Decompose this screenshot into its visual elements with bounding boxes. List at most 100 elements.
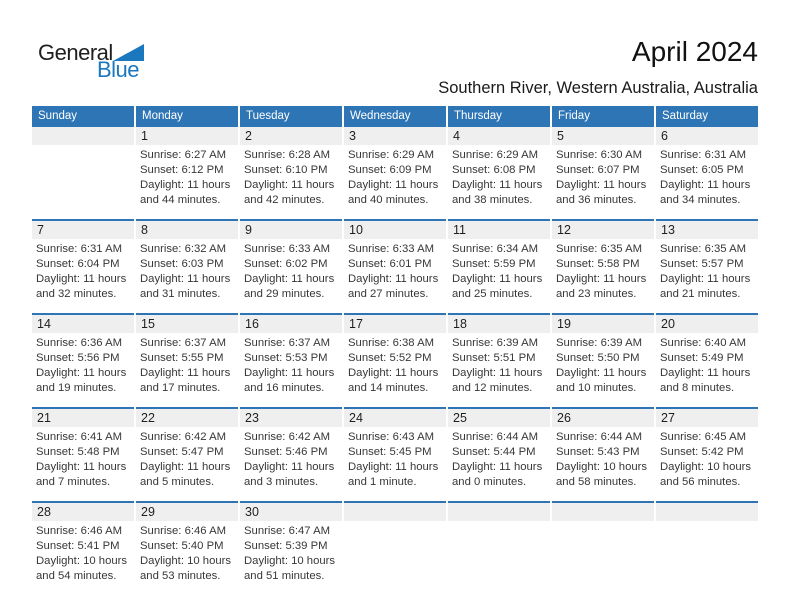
- day-detail-line: Sunrise: 6:31 AM: [660, 149, 747, 161]
- day-detail-line: and 23 minutes.: [556, 288, 637, 300]
- weekday-header-row: Sunday Monday Tuesday Wednesday Thursday…: [32, 106, 758, 125]
- day-detail-line: Sunset: 6:03 PM: [140, 258, 224, 270]
- day-cell: 21 Sunrise: 6:41 AM Sunset: 5:48 PM Dayligh…: [32, 407, 134, 501]
- day-number: 1: [136, 127, 238, 145]
- day-cell: 18 Sunrise: 6:39 AM Sunset: 5:51 PM Dayligh…: [448, 313, 550, 407]
- day-number: 15: [136, 315, 238, 333]
- day-detail-line: Sunset: 5:50 PM: [556, 352, 640, 364]
- day-detail-line: Sunrise: 6:38 AM: [348, 337, 435, 349]
- day-details: [344, 521, 446, 524]
- day-detail-line: Daylight: 11 hours: [244, 367, 335, 379]
- day-cell: 14 Sunrise: 6:36 AM Sunset: 5:56 PM Dayligh…: [32, 313, 134, 407]
- day-number: [656, 503, 758, 521]
- day-number: 9: [240, 221, 342, 239]
- day-detail-line: Sunrise: 6:37 AM: [244, 337, 331, 349]
- day-detail-line: and 53 minutes.: [140, 570, 221, 582]
- day-details: Sunrise: 6:32 AM Sunset: 6:03 PM Daylight:…: [136, 239, 238, 302]
- day-detail-line: and 27 minutes.: [348, 288, 429, 300]
- day-detail-line: and 12 minutes.: [452, 382, 533, 394]
- day-cell: 29 Sunrise: 6:46 AM Sunset: 5:40 PM Dayligh…: [136, 501, 238, 595]
- day-detail-line: Sunset: 6:08 PM: [452, 164, 536, 176]
- day-detail-line: Sunrise: 6:44 AM: [452, 431, 539, 443]
- week-row: 28 Sunrise: 6:46 AM Sunset: 5:41 PM Dayligh…: [32, 501, 758, 595]
- day-detail-line: Sunrise: 6:40 AM: [660, 337, 747, 349]
- day-detail-line: and 31 minutes.: [140, 288, 221, 300]
- day-detail-line: and 5 minutes.: [140, 476, 215, 488]
- day-number: 11: [448, 221, 550, 239]
- day-detail-line: Sunrise: 6:32 AM: [140, 243, 227, 255]
- day-detail-line: Sunset: 6:02 PM: [244, 258, 328, 270]
- day-cell: 1 Sunrise: 6:27 AM Sunset: 6:12 PM Daylight…: [136, 125, 238, 219]
- day-details: Sunrise: 6:37 AM Sunset: 5:55 PM Daylight:…: [136, 333, 238, 396]
- day-detail-line: Daylight: 11 hours: [348, 367, 439, 379]
- day-detail-line: Daylight: 11 hours: [140, 273, 231, 285]
- day-detail-line: Sunset: 5:45 PM: [348, 446, 432, 458]
- day-number: 24: [344, 409, 446, 427]
- day-detail-line: Sunset: 5:46 PM: [244, 446, 328, 458]
- day-detail-line: Sunrise: 6:29 AM: [348, 149, 435, 161]
- day-detail-line: Daylight: 11 hours: [452, 367, 543, 379]
- day-number: 16: [240, 315, 342, 333]
- day-number: 21: [32, 409, 134, 427]
- day-detail-line: and 56 minutes.: [660, 476, 741, 488]
- day-detail-line: Daylight: 11 hours: [348, 273, 439, 285]
- day-number: 4: [448, 127, 550, 145]
- empty-day-cell: [32, 125, 134, 219]
- day-number: 22: [136, 409, 238, 427]
- day-cell: 10 Sunrise: 6:33 AM Sunset: 6:01 PM Dayligh…: [344, 219, 446, 313]
- day-detail-line: and 42 minutes.: [244, 194, 325, 206]
- day-number: 26: [552, 409, 654, 427]
- day-detail-line: and 0 minutes.: [452, 476, 527, 488]
- day-cell: 15 Sunrise: 6:37 AM Sunset: 5:55 PM Dayligh…: [136, 313, 238, 407]
- day-detail-line: Sunrise: 6:35 AM: [556, 243, 643, 255]
- day-cell: 20 Sunrise: 6:40 AM Sunset: 5:49 PM Dayligh…: [656, 313, 758, 407]
- day-cell: 12 Sunrise: 6:35 AM Sunset: 5:58 PM Dayligh…: [552, 219, 654, 313]
- day-cell: 17 Sunrise: 6:38 AM Sunset: 5:52 PM Dayligh…: [344, 313, 446, 407]
- day-details: Sunrise: 6:41 AM Sunset: 5:48 PM Daylight:…: [32, 427, 134, 490]
- week-row: 7 Sunrise: 6:31 AM Sunset: 6:04 PM Daylight…: [32, 219, 758, 313]
- day-cell: 6 Sunrise: 6:31 AM Sunset: 6:05 PM Daylight…: [656, 125, 758, 219]
- day-number: 28: [32, 503, 134, 521]
- day-detail-line: Sunrise: 6:43 AM: [348, 431, 435, 443]
- day-number: 12: [552, 221, 654, 239]
- day-detail-line: and 16 minutes.: [244, 382, 325, 394]
- week-row: 14 Sunrise: 6:36 AM Sunset: 5:56 PM Dayligh…: [32, 313, 758, 407]
- week-row: 21 Sunrise: 6:41 AM Sunset: 5:48 PM Dayligh…: [32, 407, 758, 501]
- day-detail-line: and 40 minutes.: [348, 194, 429, 206]
- day-detail-line: Sunset: 5:59 PM: [452, 258, 536, 270]
- day-cell: 3 Sunrise: 6:29 AM Sunset: 6:09 PM Daylight…: [344, 125, 446, 219]
- day-detail-line: Sunset: 5:52 PM: [348, 352, 432, 364]
- empty-day-cell: [448, 501, 550, 595]
- day-cell: 25 Sunrise: 6:44 AM Sunset: 5:44 PM Dayligh…: [448, 407, 550, 501]
- day-cell: 16 Sunrise: 6:37 AM Sunset: 5:53 PM Dayligh…: [240, 313, 342, 407]
- day-detail-line: Sunset: 6:05 PM: [660, 164, 744, 176]
- day-details: Sunrise: 6:34 AM Sunset: 5:59 PM Daylight:…: [448, 239, 550, 302]
- week-row: 1 Sunrise: 6:27 AM Sunset: 6:12 PM Daylight…: [32, 125, 758, 219]
- day-number: 10: [344, 221, 446, 239]
- day-detail-line: Sunrise: 6:41 AM: [36, 431, 123, 443]
- day-number: 8: [136, 221, 238, 239]
- day-detail-line: Sunset: 6:04 PM: [36, 258, 120, 270]
- day-details: Sunrise: 6:46 AM Sunset: 5:41 PM Daylight:…: [32, 521, 134, 584]
- day-detail-line: Daylight: 11 hours: [244, 179, 335, 191]
- day-number: 20: [656, 315, 758, 333]
- day-detail-line: Sunset: 5:49 PM: [660, 352, 744, 364]
- day-detail-line: Sunrise: 6:29 AM: [452, 149, 539, 161]
- day-cell: 28 Sunrise: 6:46 AM Sunset: 5:41 PM Dayligh…: [32, 501, 134, 595]
- day-details: Sunrise: 6:33 AM Sunset: 6:01 PM Daylight:…: [344, 239, 446, 302]
- day-detail-line: and 38 minutes.: [452, 194, 533, 206]
- day-detail-line: Sunset: 5:43 PM: [556, 446, 640, 458]
- weekday-header-thursday: Thursday: [448, 106, 550, 125]
- day-number: 17: [344, 315, 446, 333]
- day-detail-line: Sunset: 5:57 PM: [660, 258, 744, 270]
- day-details: Sunrise: 6:29 AM Sunset: 6:08 PM Daylight:…: [448, 145, 550, 208]
- logo-word-blue: Blue: [97, 57, 140, 82]
- day-number: 3: [344, 127, 446, 145]
- day-detail-line: Sunset: 6:10 PM: [244, 164, 328, 176]
- day-detail-line: and 21 minutes.: [660, 288, 741, 300]
- day-detail-line: Daylight: 11 hours: [36, 273, 127, 285]
- day-detail-line: Sunrise: 6:42 AM: [140, 431, 227, 443]
- day-cell: 24 Sunrise: 6:43 AM Sunset: 5:45 PM Dayligh…: [344, 407, 446, 501]
- day-detail-line: Daylight: 11 hours: [452, 273, 543, 285]
- day-detail-line: Daylight: 10 hours: [244, 555, 336, 567]
